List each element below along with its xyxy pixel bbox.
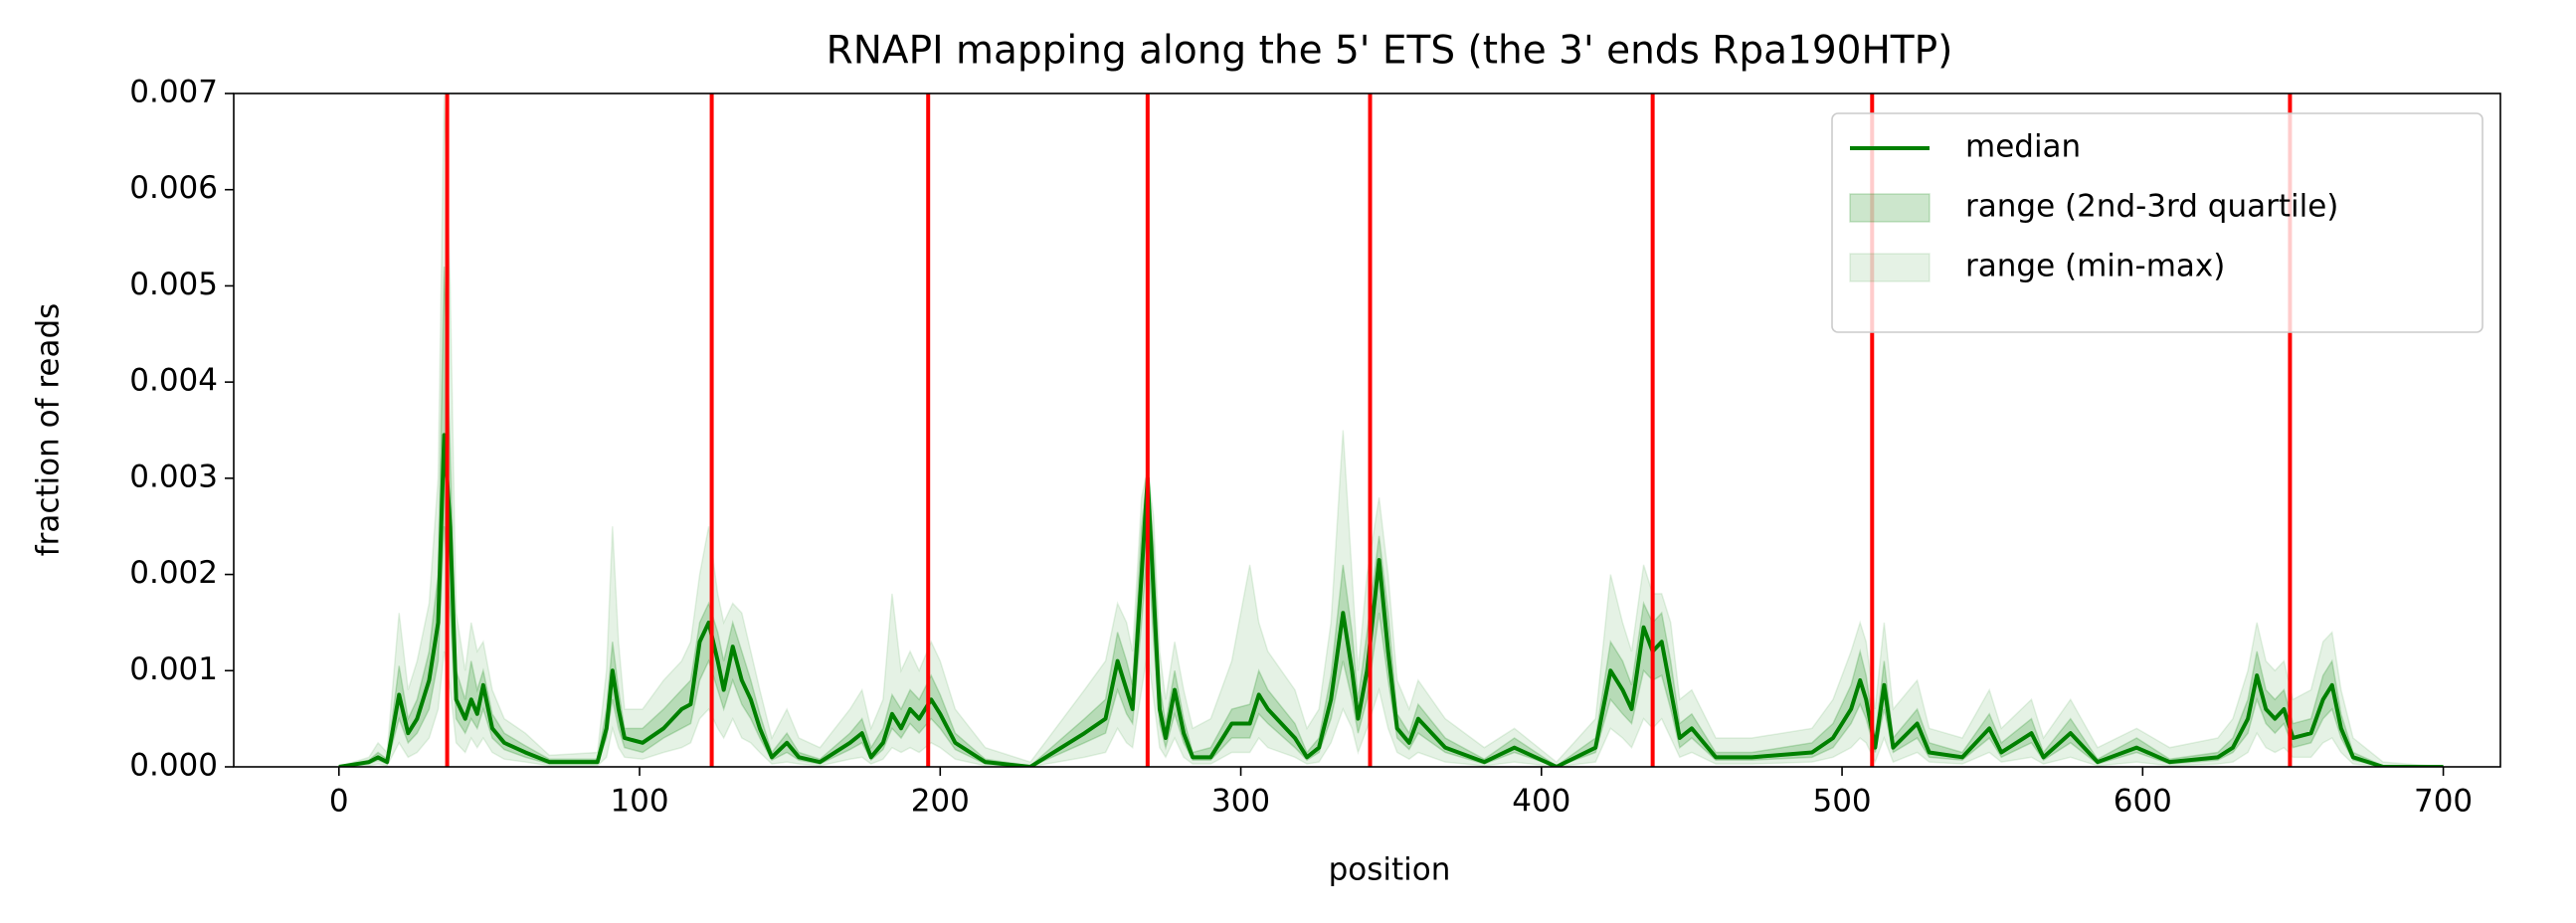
legend-swatch (1849, 193, 1931, 223)
legend-label: median (1965, 129, 2081, 165)
y-tick-label: 0.000 (129, 748, 218, 784)
y-tick-label: 0.007 (129, 75, 218, 110)
legend-label: range (2nd-3rd quartile) (1965, 189, 2338, 225)
band (338, 93, 2444, 767)
y-tick-label: 0.002 (129, 555, 218, 591)
y-tick-label: 0.003 (129, 459, 218, 494)
y-tick-label: 0.005 (129, 267, 218, 302)
x-tick-label: 0 (329, 784, 349, 820)
x-tick-label: 700 (2414, 784, 2473, 820)
x-tick-label: 100 (610, 784, 668, 820)
x-tick-label: 500 (1812, 784, 1871, 820)
median-line (338, 433, 2444, 767)
legend-box (1831, 112, 2484, 333)
legend-label: range (min-max) (1965, 249, 2225, 284)
legend-swatch (1849, 253, 1931, 282)
y-axis-label: fraction of reads (31, 303, 67, 557)
chart-title: RNAPI mapping along the 5' ETS (the 3' e… (827, 29, 1953, 74)
axes-frame (233, 92, 2501, 768)
x-tick-label: 300 (1211, 784, 1270, 820)
legend: median range (2nd-3rd quartile) range (min… (1831, 112, 2484, 333)
y-tick-label: 0.001 (129, 651, 218, 687)
y-tick-label: 0.004 (129, 363, 218, 399)
y-tick-label: 0.006 (129, 170, 218, 206)
x-axis-label: position (1329, 852, 1451, 888)
x-tick-label: 200 (911, 784, 970, 820)
x-tick-label: 400 (1512, 784, 1570, 820)
x-tick-label: 600 (2114, 784, 2172, 820)
